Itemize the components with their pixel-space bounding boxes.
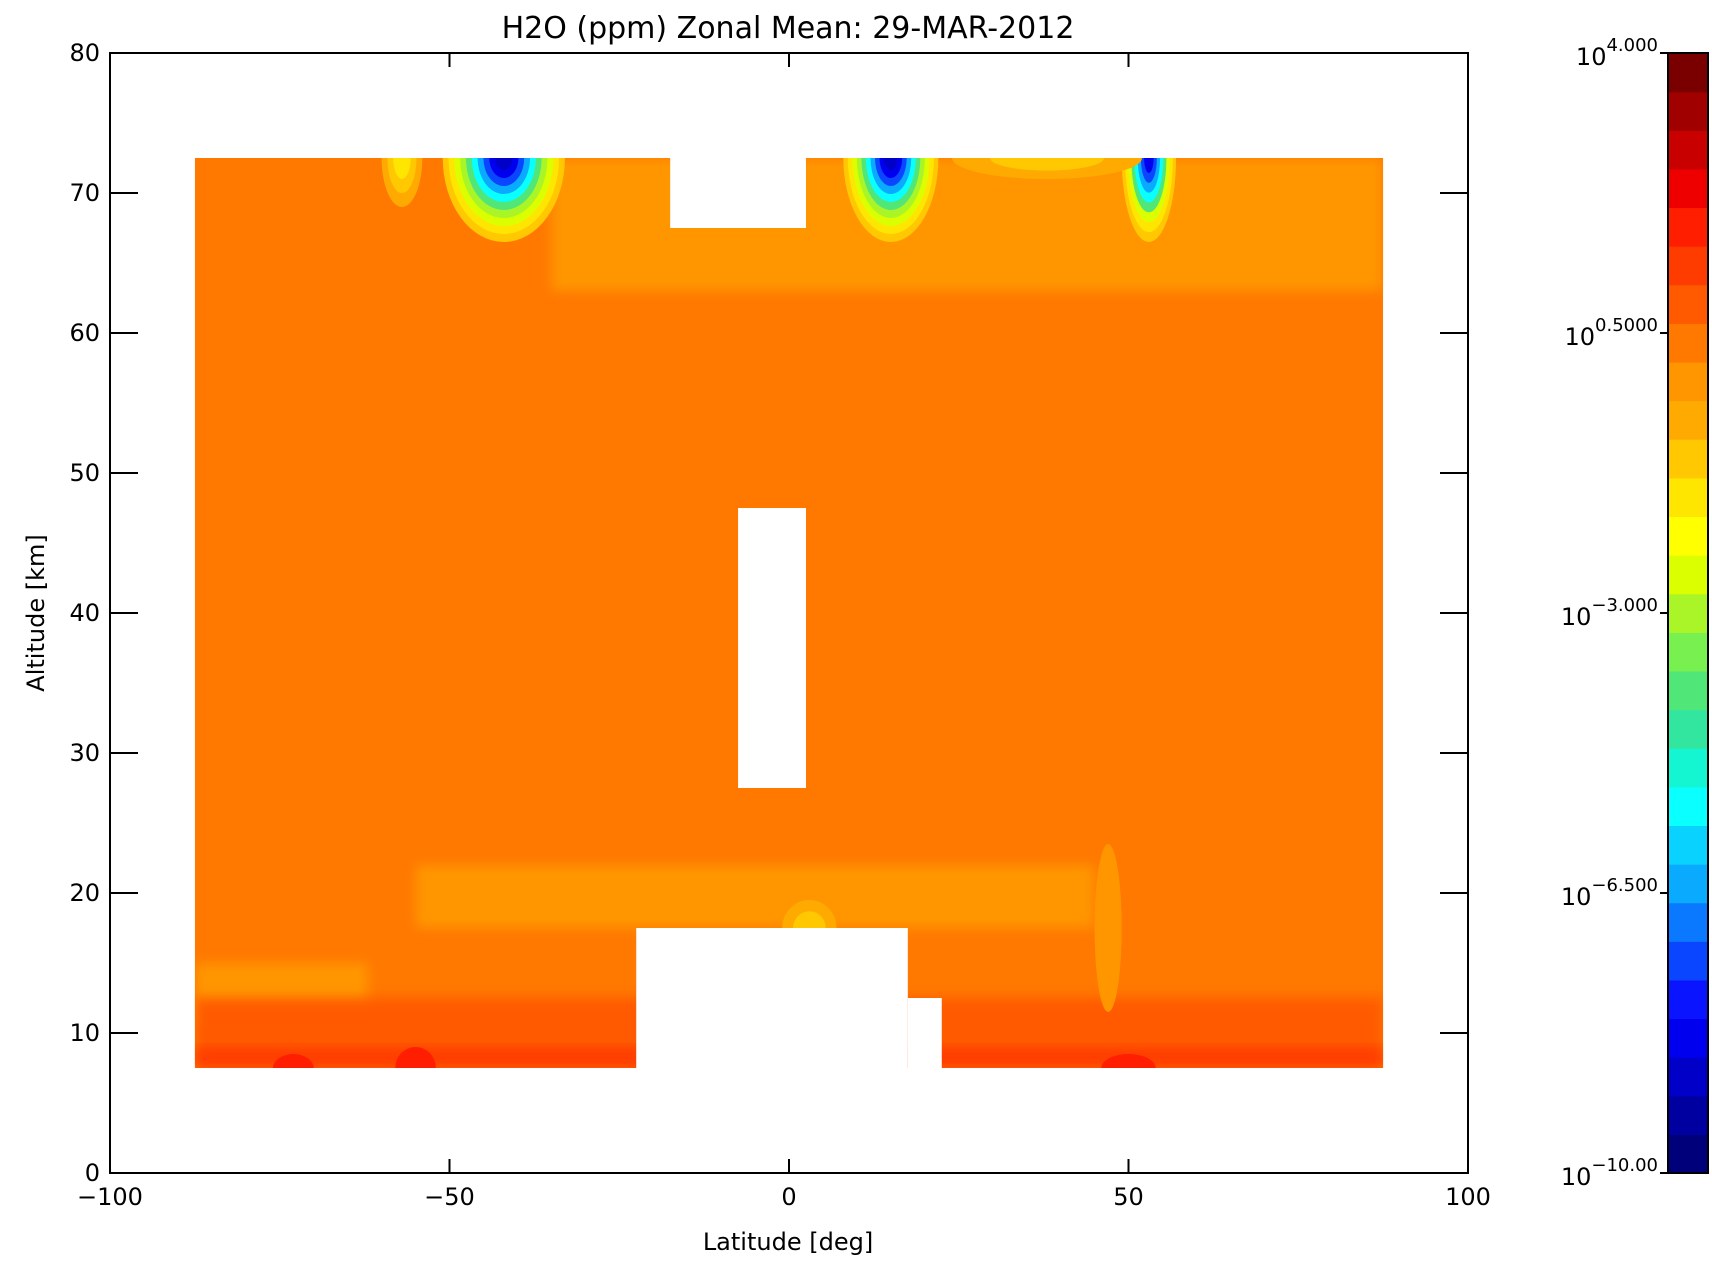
x-tick-label: 50	[1113, 1183, 1144, 1211]
colorbar-segment	[1668, 246, 1708, 286]
colorbar-segment	[1668, 323, 1708, 363]
colorbar-segment	[1668, 670, 1708, 711]
colorbar-segment	[1668, 593, 1708, 633]
contour-feature-4-level-1	[990, 158, 1105, 171]
contour-feature-2-level-7	[1144, 158, 1154, 173]
x-axis-label: Latitude [deg]	[703, 1228, 873, 1256]
colorbar-segment	[1668, 632, 1708, 672]
missing-region-1	[738, 508, 806, 788]
contour-feature-3-level-2	[393, 158, 411, 179]
missing-region-0	[670, 158, 806, 228]
y-tick-label: 40	[69, 599, 100, 627]
y-tick-label: 80	[69, 39, 100, 67]
colorbar-segment	[1668, 709, 1708, 749]
y-tick-label: 10	[69, 1019, 100, 1047]
y-tick-label: 0	[85, 1159, 100, 1187]
colorbar: 104.000 100.5000 10−3.000 10−6.500 10−10.00	[1561, 35, 1709, 1191]
colorbar-segment	[1668, 400, 1708, 440]
contour-feature-9-level-0	[1101, 1054, 1156, 1068]
colorbar-tick-label: 100.5000	[1564, 315, 1658, 351]
x-tick-label: 100	[1445, 1183, 1491, 1211]
x-tick-label: 0	[781, 1183, 796, 1211]
colorbar-segment	[1668, 168, 1708, 209]
x-tick-label: −100	[77, 1183, 143, 1211]
missing-region-2	[636, 928, 908, 1068]
colorbar-segment	[1668, 786, 1708, 827]
contour-feature-6-level-0	[1094, 844, 1122, 1012]
colorbar-segment	[1668, 1134, 1708, 1174]
colorbar-segment	[1668, 1057, 1708, 1097]
colorbar-segment	[1668, 53, 1708, 93]
colorbar-tick-label: 10−6.500	[1561, 875, 1658, 911]
colorbar-tick-label: 104.000	[1576, 35, 1658, 71]
colorbar-segment	[1668, 207, 1708, 247]
colorbar-tick-label: 10−3.000	[1561, 595, 1658, 631]
colorbar-segment	[1668, 284, 1708, 324]
colorbar-segment	[1668, 130, 1708, 170]
missing-region-3	[907, 998, 942, 1068]
colorbar-segment	[1668, 825, 1708, 865]
y-tick-label: 30	[69, 739, 100, 767]
contour-feature-0-level-9	[495, 158, 513, 170]
colorbar-segment	[1668, 439, 1708, 479]
colorbar-segment	[1668, 91, 1708, 131]
colorbar-segment	[1668, 555, 1708, 595]
contour-feature-7-level-0	[395, 1047, 436, 1068]
colorbar-segment	[1668, 1018, 1708, 1058]
colorbar-segment	[1668, 361, 1708, 402]
colorbar-segment	[1668, 979, 1708, 1020]
axis-ticks: −100 −50 0 50 100 0 10 20 30 40 50 60 70 80	[69, 39, 1490, 1211]
contour-feature-8-level-0	[272, 1054, 314, 1068]
y-axis-label: Altitude [km]	[22, 534, 50, 691]
colorbar-segment	[1668, 902, 1708, 942]
y-tick-label: 60	[69, 319, 100, 347]
colorbar-segment	[1668, 864, 1708, 904]
y-tick-label: 50	[69, 459, 100, 487]
colorbar-segment	[1668, 1095, 1708, 1135]
contour-feature-1-level-9	[884, 158, 898, 170]
colorbar-segment	[1668, 477, 1708, 518]
missing-data-regions	[636, 158, 942, 1068]
x-tick-label: −50	[424, 1183, 475, 1211]
y-tick-label: 20	[69, 879, 100, 907]
chart-title: H2O (ppm) Zonal Mean: 29-MAR-2012	[502, 11, 1075, 46]
contour-band-2	[415, 865, 1095, 928]
colorbar-segment	[1668, 941, 1708, 981]
y-tick-label: 70	[69, 179, 100, 207]
colorbar-segment	[1668, 748, 1708, 788]
colorbar-tick-label: 10−10.00	[1561, 1155, 1658, 1191]
colorbar-segment	[1668, 516, 1708, 556]
